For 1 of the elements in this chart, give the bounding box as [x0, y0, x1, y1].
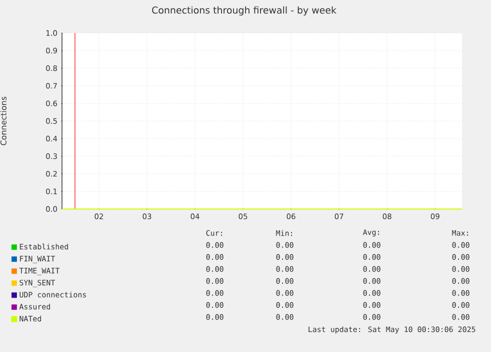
chart-title: Connections through firewall - by week — [152, 6, 336, 16]
